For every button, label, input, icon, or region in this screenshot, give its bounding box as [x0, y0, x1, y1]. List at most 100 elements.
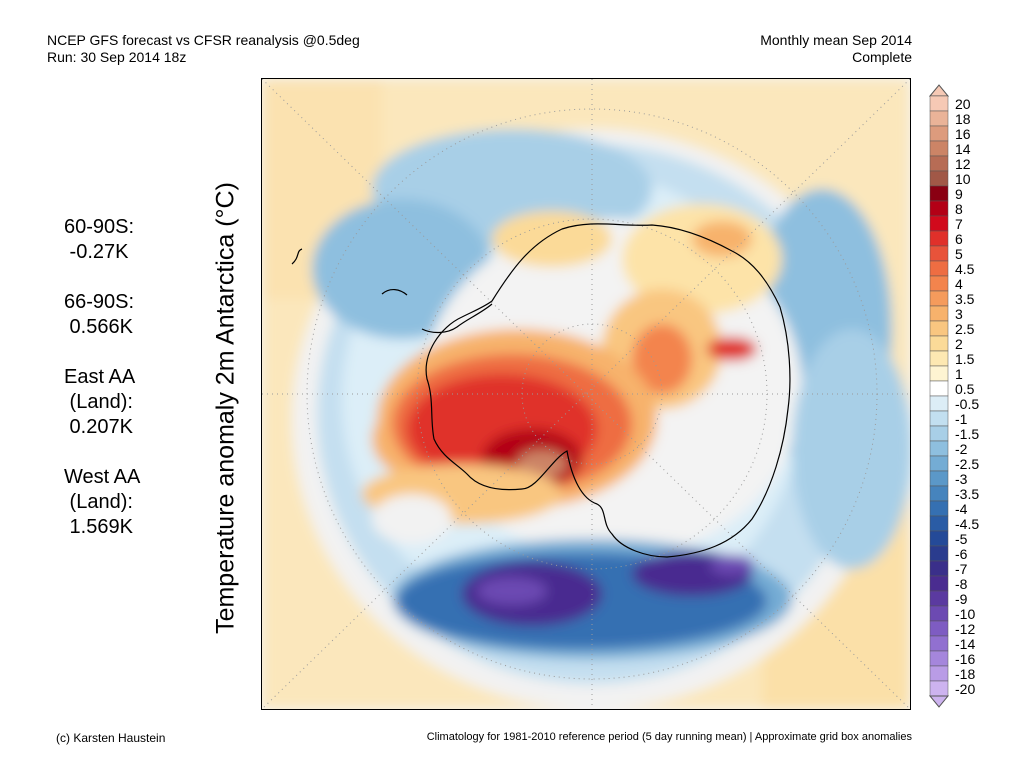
colorbar-tick-label: -2.5 [955, 455, 980, 472]
stat-value: 0.566K [64, 316, 133, 338]
colorbar-tick-label: -20 [955, 680, 976, 697]
colorbar-cell [929, 125, 949, 142]
colorbar-tick-label: -2 [955, 440, 968, 457]
colorbar-cell [929, 530, 949, 547]
colorbar-tick-label: 2 [955, 335, 963, 352]
stat-value: 0.207K [64, 416, 133, 438]
colorbar-tick-label: -1.5 [955, 425, 980, 442]
colorbar-cell [929, 320, 949, 337]
colorbar-cell [929, 260, 949, 277]
stat-sublabel: (Land): [64, 491, 133, 513]
colorbar-tick-label: -0.5 [955, 395, 980, 412]
colorbar-tick-label: 20 [955, 95, 971, 112]
colorbar-cell [929, 680, 949, 697]
coastline [291, 223, 791, 558]
colorbar-tick-label: 16 [955, 125, 971, 142]
colorbar-tick-label: -9 [955, 590, 968, 607]
colorbar-tick-label: 2.5 [955, 320, 975, 337]
stat-west-aa: West AA (Land): 1.569K [64, 465, 140, 540]
colorbar-tick-label: -4 [955, 500, 968, 517]
colorbar-cell [929, 650, 949, 667]
colorbar-cells [929, 84, 950, 708]
colorbar-cell [929, 665, 949, 682]
colorbar-cell [929, 515, 949, 532]
colorbar-tick-label: 3 [955, 305, 963, 322]
colorbar-cell [929, 605, 949, 622]
colorbar-cell [929, 425, 949, 442]
run-label: Run: 30 Sep 2014 18z [47, 49, 187, 65]
colorbar-tick-label: 3.5 [955, 290, 975, 307]
colorbar-cell [929, 365, 949, 382]
colorbar-cell [929, 500, 949, 517]
colorbar-cell [929, 395, 949, 412]
colorbar-tick-label: 14 [955, 140, 971, 157]
colorbar-cell [929, 380, 949, 397]
colorbar-tick-label: 0.5 [955, 380, 975, 397]
colorbar-cell [929, 215, 949, 232]
stat-label: 66-90S: [64, 291, 135, 313]
colorbar-tick-label: -5 [955, 530, 968, 547]
colorbar-cell [929, 140, 949, 157]
colorbar-cell [929, 245, 949, 262]
period-label: Monthly mean Sep 2014 [760, 32, 912, 48]
colorbar-tick-label: -18 [955, 665, 976, 682]
y-axis-title-text: Temperature anomaly 2m Antarctica (°C) [211, 182, 240, 634]
colorbar-tick-label: -3 [955, 470, 968, 487]
colorbar-tick-label: 4.5 [955, 260, 975, 277]
colorbar-cell [929, 230, 949, 247]
colorbar-tick-label: -12 [955, 620, 976, 637]
reference-note: Climatology for 1981-2010 reference peri… [426, 731, 912, 743]
colorbar-tick-label: 4 [955, 275, 963, 292]
credit-text: (c) Karsten Haustein [56, 731, 166, 745]
colorbar-tick-label: -14 [955, 635, 976, 652]
stat-sublabel: (Land): [64, 391, 133, 413]
colorbar-cell [929, 305, 949, 322]
model-title: NCEP GFS forecast vs CFSR reanalysis @0.… [47, 32, 360, 48]
colorbar-cell [929, 440, 949, 457]
stat-label: West AA [64, 466, 141, 488]
colorbar-cell [929, 575, 949, 592]
anomaly-map [261, 78, 911, 710]
stat-60-90s: 60-90S: -0.27K [64, 215, 140, 265]
colorbar-tick-label: 5 [955, 245, 963, 262]
colorbar-cell [929, 470, 949, 487]
colorbar-tick-label: 1 [955, 365, 963, 382]
colorbar-cell [929, 590, 949, 607]
colorbar-cell [929, 290, 949, 307]
stat-value: 1.569K [64, 516, 133, 538]
anomaly-map-svg [262, 79, 910, 709]
stat-value: -0.27K [64, 241, 129, 263]
colorbar-cell [929, 545, 949, 562]
colorbar-cell [929, 170, 949, 187]
colorbar-labels: 20 18 16 14 12 10 9 8 7 6 5 4.5 4 3.5 3 2.5 2 1.5 1 0.5 -0.5… [955, 84, 1015, 697]
colorbar-tick-label: -6 [955, 545, 968, 562]
colorbar-tick-label: 18 [955, 110, 971, 127]
colorbar-min-arrow [929, 695, 950, 708]
stats-panel: 60-90S: -0.27K 66-90S: 0.566K East AA (L… [64, 215, 140, 565]
colorbar-cell [929, 485, 949, 502]
header-right: Monthly mean Sep 2014 Complete [760, 32, 912, 66]
colorbar-tick-label: -7 [955, 560, 968, 577]
colorbar-tick-label: -4.5 [955, 515, 980, 532]
colorbar-max-arrow [929, 84, 950, 97]
colorbar-cell [929, 335, 949, 352]
colorbar-tick-label: -8 [955, 575, 968, 592]
colorbar-cell [929, 185, 949, 202]
stat-label: East AA [64, 366, 136, 388]
colorbar-cell [929, 155, 949, 172]
status-label: Complete [852, 49, 912, 65]
stat-east-aa: East AA (Land): 0.207K [64, 365, 140, 440]
graticule [262, 79, 910, 709]
colorbar-cell [929, 410, 949, 427]
colorbar-tick-label: 6 [955, 230, 963, 247]
colorbar-cell [929, 560, 949, 577]
colorbar-cell [929, 200, 949, 217]
colorbar-cell [929, 95, 949, 112]
stat-66-90s: 66-90S: 0.566K [64, 290, 140, 340]
colorbar-tick-label: 8 [955, 200, 963, 217]
colorbar-tick-label: -3.5 [955, 485, 980, 502]
colorbar-tick-label: 1.5 [955, 350, 975, 367]
colorbar-cell [929, 110, 949, 127]
colorbar-tick-label: 10 [955, 170, 971, 187]
colorbar-tick-label: -10 [955, 605, 976, 622]
